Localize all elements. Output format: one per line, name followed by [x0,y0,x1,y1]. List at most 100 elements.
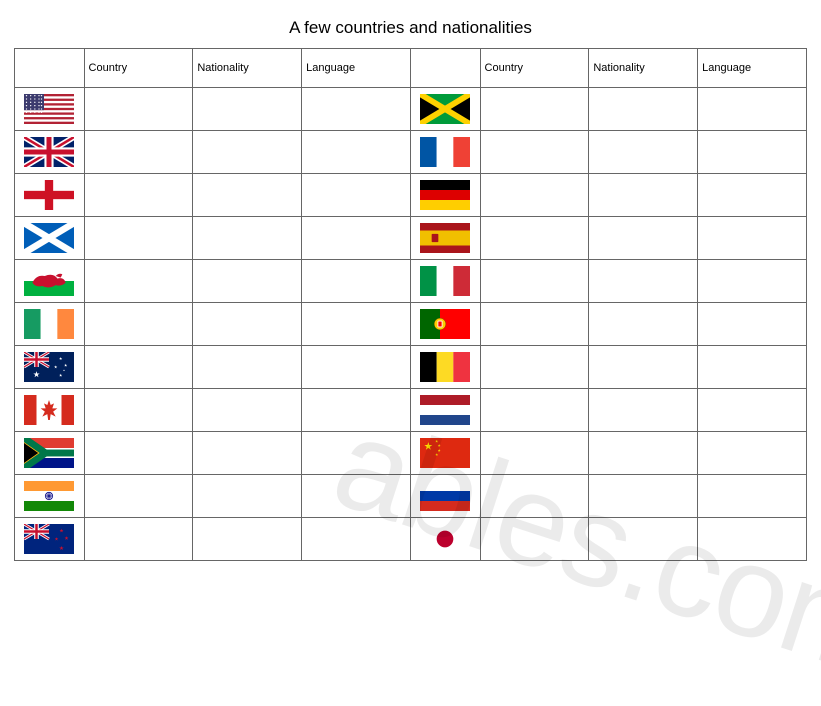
cell-language[interactable] [302,518,411,561]
header-nationality-right: Nationality [589,49,698,88]
cell-country[interactable] [480,518,589,561]
cell-country[interactable] [84,217,193,260]
cell-nationality[interactable] [589,174,698,217]
cell-country[interactable] [84,346,193,389]
cell-nationality[interactable] [589,475,698,518]
cell-country[interactable] [480,432,589,475]
cell-language[interactable] [698,346,807,389]
cell-language[interactable] [698,88,807,131]
cell-country[interactable] [480,389,589,432]
table-row [15,174,807,217]
cell-language[interactable] [302,217,411,260]
flag-italy-icon [410,260,480,303]
table-row [15,131,807,174]
cell-nationality[interactable] [589,432,698,475]
cell-nationality[interactable] [589,346,698,389]
cell-nationality[interactable] [193,389,302,432]
flag-russia-icon [410,475,480,518]
table-row [15,260,807,303]
cell-country[interactable] [480,346,589,389]
flag-portugal-icon [410,303,480,346]
flag-england-icon [15,174,85,217]
cell-language[interactable] [698,217,807,260]
cell-nationality[interactable] [589,389,698,432]
cell-language[interactable] [698,432,807,475]
flag-canada-icon [15,389,85,432]
cell-country[interactable] [480,217,589,260]
flag-spain-icon [410,217,480,260]
cell-language[interactable] [302,131,411,174]
header-language-right: Language [698,49,807,88]
flag-scotland-icon [15,217,85,260]
table-row [15,217,807,260]
cell-nationality[interactable] [193,475,302,518]
cell-language[interactable] [698,389,807,432]
cell-country[interactable] [84,131,193,174]
header-blank-right [410,49,480,88]
flag-belgium-icon [410,346,480,389]
cell-nationality[interactable] [193,303,302,346]
cell-country[interactable] [480,303,589,346]
cell-nationality[interactable] [193,432,302,475]
flag-ireland-icon [15,303,85,346]
cell-language[interactable] [302,389,411,432]
cell-language[interactable] [302,346,411,389]
cell-language[interactable] [302,88,411,131]
cell-nationality[interactable] [589,260,698,303]
cell-nationality[interactable] [193,174,302,217]
cell-language[interactable] [302,260,411,303]
cell-country[interactable] [480,260,589,303]
cell-country[interactable] [84,88,193,131]
cell-language[interactable] [302,432,411,475]
cell-country[interactable] [84,475,193,518]
cell-language[interactable] [698,303,807,346]
cell-country[interactable] [480,475,589,518]
cell-country[interactable] [84,389,193,432]
page-title: A few countries and nationalities [14,18,807,38]
table-row [15,88,807,131]
header-language-left: Language [302,49,411,88]
flag-wales-icon [15,260,85,303]
table-row [15,432,807,475]
cell-country[interactable] [480,174,589,217]
flag-new_zealand-icon [15,518,85,561]
cell-nationality[interactable] [589,88,698,131]
table-row [15,389,807,432]
cell-nationality[interactable] [193,88,302,131]
cell-nationality[interactable] [193,260,302,303]
flag-australia-icon [15,346,85,389]
cell-country[interactable] [480,131,589,174]
flag-japan-icon [410,518,480,561]
cell-country[interactable] [84,518,193,561]
cell-language[interactable] [302,174,411,217]
cell-language[interactable] [698,131,807,174]
cell-country[interactable] [84,260,193,303]
table-row [15,475,807,518]
cell-nationality[interactable] [193,518,302,561]
flag-jamaica-icon [410,88,480,131]
cell-language[interactable] [302,475,411,518]
cell-nationality[interactable] [193,131,302,174]
header-blank-left [15,49,85,88]
table-row [15,303,807,346]
cell-language[interactable] [698,518,807,561]
cell-country[interactable] [84,303,193,346]
cell-nationality[interactable] [589,217,698,260]
cell-country[interactable] [84,174,193,217]
table-row [15,518,807,561]
cell-language[interactable] [698,260,807,303]
cell-language[interactable] [302,303,411,346]
cell-nationality[interactable] [589,518,698,561]
cell-nationality[interactable] [193,346,302,389]
cell-nationality[interactable] [589,131,698,174]
countries-table: Country Nationality Language Country Nat… [14,48,807,561]
cell-language[interactable] [698,475,807,518]
cell-nationality[interactable] [589,303,698,346]
cell-nationality[interactable] [193,217,302,260]
cell-country[interactable] [480,88,589,131]
flag-india-icon [15,475,85,518]
cell-language[interactable] [698,174,807,217]
table-row [15,346,807,389]
header-nationality-left: Nationality [193,49,302,88]
cell-country[interactable] [84,432,193,475]
